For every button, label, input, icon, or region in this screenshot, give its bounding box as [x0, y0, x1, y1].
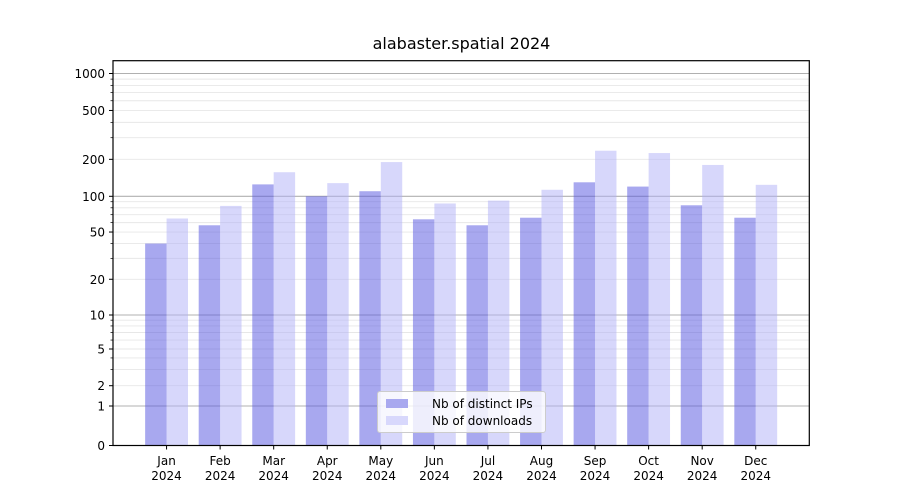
bar-distinct-ips-Feb	[198, 225, 221, 446]
bar-downloads-Nov	[702, 164, 724, 446]
bar-downloads-Feb	[220, 205, 242, 446]
bar-distinct-ips-Jun	[412, 219, 435, 446]
y-tick-label: 100	[82, 190, 105, 204]
bar-distinct-ips-Mar	[252, 184, 274, 446]
bar-distinct-ips-Oct	[627, 186, 649, 446]
legend-label-distinct-ips: Nb of distinct IPs	[432, 396, 533, 411]
x-tick-label-year: 2024	[740, 469, 771, 483]
x-tick-label-year: 2024	[151, 469, 182, 483]
y-tick-label: 20	[90, 273, 105, 287]
legend-item-downloads: Nb of downloads	[384, 413, 539, 429]
legend-item-distinct-ips: Nb of distinct IPs	[384, 396, 539, 412]
y-tick-label: 0	[97, 439, 105, 453]
x-tick-label-month: Nov	[690, 454, 713, 468]
bar-downloads-Aug	[541, 189, 563, 446]
x-tick-label-month: Feb	[209, 454, 230, 468]
bar-downloads-Mar	[273, 172, 296, 446]
x-tick-label-year: 2024	[633, 469, 664, 483]
bar-distinct-ips-Sep	[573, 182, 596, 446]
bar-downloads-Sep	[595, 150, 617, 446]
chart-title: alabaster.spatial 2024	[372, 34, 551, 53]
bar-downloads-Jun	[434, 203, 456, 446]
x-tick-label-year: 2024	[687, 469, 718, 483]
bar-downloads-Oct	[648, 153, 671, 446]
x-tick-label-year: 2024	[526, 469, 557, 483]
legend-swatch-distinct-ips	[386, 399, 408, 408]
x-tick-label-year: 2024	[205, 469, 236, 483]
y-tick-label: 2	[97, 379, 105, 393]
x-tick-label-month: Mar	[262, 454, 285, 468]
x-tick-label-month: May	[368, 454, 393, 468]
x-tick-label-month: Dec	[744, 454, 767, 468]
bar-downloads-Jul	[487, 200, 510, 446]
x-tick-label-month: Jan	[156, 454, 176, 468]
x-tick-label-year: 2024	[473, 469, 504, 483]
y-tick-label: 1	[97, 400, 105, 414]
x-tick-label-month: Apr	[317, 454, 338, 468]
y-tick-label: 10	[90, 309, 105, 323]
y-tick-label: 5	[97, 343, 105, 357]
plot-area	[112, 60, 810, 447]
x-tick-label-month: Sep	[584, 454, 607, 468]
x-tick-label-year: 2024	[366, 469, 397, 483]
bar-downloads-May	[380, 162, 403, 446]
x-tick-label-year: 2024	[580, 469, 611, 483]
bar-distinct-ips-Nov	[680, 205, 703, 446]
y-tick-label: 1000	[74, 67, 105, 81]
bar-distinct-ips-May	[359, 191, 381, 446]
x-tick-label-year: 2024	[312, 469, 343, 483]
bar-distinct-ips-Jan	[145, 243, 167, 446]
bar-distinct-ips-Dec	[734, 217, 756, 446]
bar-downloads-Dec	[755, 184, 778, 446]
x-tick-label-month: Oct	[638, 454, 659, 468]
x-tick-label-month: Aug	[530, 454, 553, 468]
legend-swatch-downloads	[386, 416, 408, 425]
x-tick-label-year: 2024	[258, 469, 289, 483]
legend-label-downloads: Nb of downloads	[432, 413, 533, 428]
y-tick-label: 200	[82, 153, 105, 167]
bar-downloads-Jan	[166, 218, 188, 446]
y-tick-label: 50	[90, 226, 105, 240]
bar-distinct-ips-Aug	[520, 217, 542, 446]
y-tick-label: 500	[82, 104, 105, 118]
x-tick-label-month: Jun	[424, 454, 444, 468]
bar-downloads-Apr	[327, 183, 349, 446]
legend: Nb of distinct IPs Nb of downloads	[377, 391, 546, 433]
bar-distinct-ips-Jul	[466, 225, 488, 446]
x-tick-label-year: 2024	[419, 469, 450, 483]
x-tick-label-month: Jul	[480, 454, 495, 468]
bar-distinct-ips-Apr	[305, 196, 328, 446]
